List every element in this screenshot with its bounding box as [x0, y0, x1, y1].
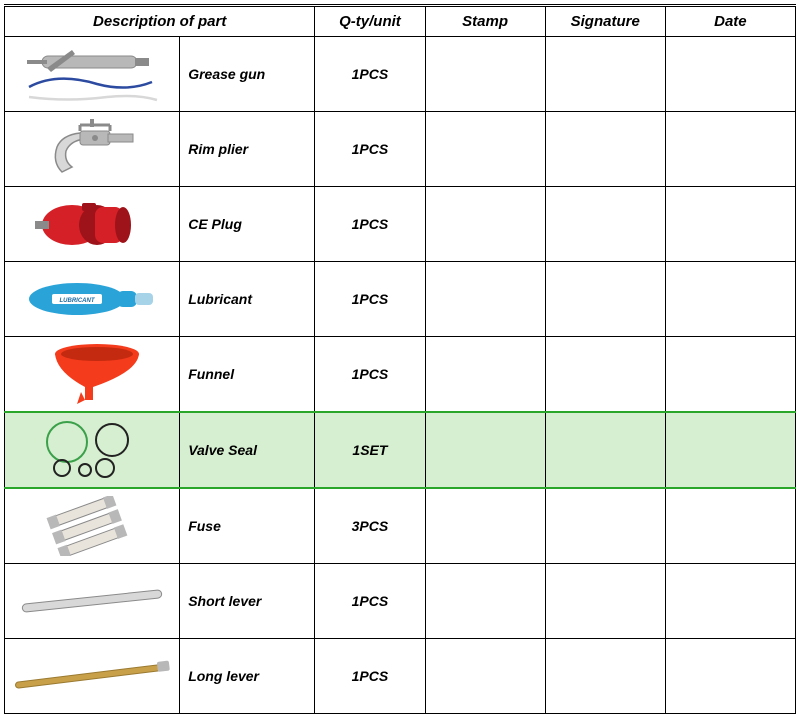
part-name: CE Plug — [180, 187, 315, 262]
ce-plug-icon — [5, 187, 180, 262]
funnel-icon — [5, 337, 180, 413]
signature-cell — [545, 112, 665, 187]
signature-cell — [545, 412, 665, 488]
header-qty: Q-ty/unit — [315, 6, 425, 37]
part-qty: 1PCS — [315, 337, 425, 413]
stamp-cell — [425, 337, 545, 413]
part-name: Fuse — [180, 488, 315, 564]
table-row: Valve Seal1SET — [5, 412, 796, 488]
parts-table: Description of part Q-ty/unit Stamp Sign… — [4, 4, 796, 714]
stamp-cell — [425, 262, 545, 337]
table-row: LUBRICANT Lubricant1PCS — [5, 262, 796, 337]
part-name: Rim plier — [180, 112, 315, 187]
fuse-icon — [5, 488, 180, 564]
part-qty: 1PCS — [315, 112, 425, 187]
header-row: Description of part Q-ty/unit Stamp Sign… — [5, 6, 796, 37]
table-row: Grease gun1PCS — [5, 37, 796, 112]
stamp-cell — [425, 112, 545, 187]
table-row: CE Plug1PCS — [5, 187, 796, 262]
part-name: Long lever — [180, 639, 315, 714]
table-row: Long lever1PCS — [5, 639, 796, 714]
stamp-cell — [425, 488, 545, 564]
valve-seal-icon — [5, 412, 180, 488]
date-cell — [665, 37, 795, 112]
stamp-cell — [425, 564, 545, 639]
signature-cell — [545, 564, 665, 639]
header-signature: Signature — [545, 6, 665, 37]
part-name: Lubricant — [180, 262, 315, 337]
table-row: Funnel1PCS — [5, 337, 796, 413]
short-lever-icon — [5, 564, 180, 639]
rim-plier-icon — [5, 112, 180, 187]
header-description: Description of part — [5, 6, 315, 37]
part-qty: 1PCS — [315, 37, 425, 112]
table-row: Fuse3PCS — [5, 488, 796, 564]
date-cell — [665, 262, 795, 337]
part-qty: 3PCS — [315, 488, 425, 564]
date-cell — [665, 564, 795, 639]
date-cell — [665, 112, 795, 187]
lubricant-icon: LUBRICANT — [5, 262, 180, 337]
stamp-cell — [425, 37, 545, 112]
part-qty: 1PCS — [315, 639, 425, 714]
part-name: Grease gun — [180, 37, 315, 112]
svg-text:LUBRICANT: LUBRICANT — [60, 298, 96, 304]
part-name: Short lever — [180, 564, 315, 639]
date-cell — [665, 488, 795, 564]
signature-cell — [545, 37, 665, 112]
part-name: Funnel — [180, 337, 315, 413]
header-stamp: Stamp — [425, 6, 545, 37]
grease-gun-icon — [5, 37, 180, 112]
stamp-cell — [425, 187, 545, 262]
stamp-cell — [425, 639, 545, 714]
signature-cell — [545, 337, 665, 413]
header-date: Date — [665, 6, 795, 37]
part-qty: 1SET — [315, 412, 425, 488]
date-cell — [665, 337, 795, 413]
signature-cell — [545, 187, 665, 262]
part-qty: 1PCS — [315, 564, 425, 639]
table-row: Short lever1PCS — [5, 564, 796, 639]
table-row: Rim plier1PCS — [5, 112, 796, 187]
part-qty: 1PCS — [315, 262, 425, 337]
part-qty: 1PCS — [315, 187, 425, 262]
stamp-cell — [425, 412, 545, 488]
part-name: Valve Seal — [180, 412, 315, 488]
date-cell — [665, 639, 795, 714]
signature-cell — [545, 639, 665, 714]
signature-cell — [545, 262, 665, 337]
date-cell — [665, 412, 795, 488]
date-cell — [665, 187, 795, 262]
signature-cell — [545, 488, 665, 564]
long-lever-icon — [5, 639, 180, 714]
